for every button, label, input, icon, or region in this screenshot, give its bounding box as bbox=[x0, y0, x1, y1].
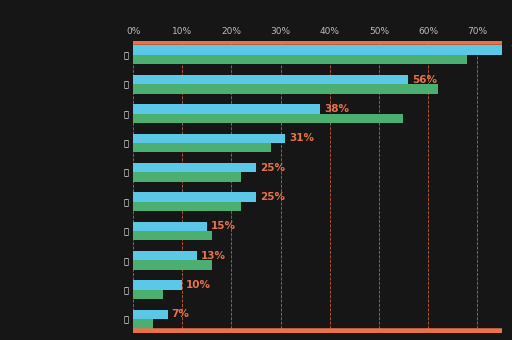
Bar bbox=[133, 134, 286, 143]
Bar bbox=[133, 46, 507, 55]
Text: 7%: 7% bbox=[172, 309, 189, 319]
Bar bbox=[133, 310, 167, 319]
Bar bbox=[133, 202, 241, 211]
Bar bbox=[133, 192, 256, 202]
Bar bbox=[133, 290, 163, 299]
Bar bbox=[133, 319, 153, 328]
Bar bbox=[133, 84, 438, 94]
Bar bbox=[133, 231, 212, 240]
Bar bbox=[133, 104, 320, 114]
Text: 25%: 25% bbox=[260, 163, 285, 173]
Bar bbox=[133, 75, 409, 84]
Text: 13%: 13% bbox=[201, 251, 226, 261]
Text: 38%: 38% bbox=[324, 104, 349, 114]
Text: 56%: 56% bbox=[412, 74, 437, 85]
Bar bbox=[133, 251, 197, 260]
Text: 25%: 25% bbox=[260, 192, 285, 202]
Bar bbox=[133, 114, 403, 123]
Bar bbox=[133, 280, 182, 290]
Text: 10%: 10% bbox=[186, 280, 211, 290]
Text: 15%: 15% bbox=[211, 221, 236, 231]
Bar bbox=[133, 55, 467, 64]
Bar bbox=[133, 172, 241, 182]
Bar bbox=[133, 222, 207, 231]
Bar bbox=[133, 143, 271, 152]
Text: 31%: 31% bbox=[289, 133, 314, 143]
Text: 76%: 76% bbox=[510, 45, 512, 55]
Bar bbox=[133, 260, 212, 270]
Bar bbox=[133, 163, 256, 172]
